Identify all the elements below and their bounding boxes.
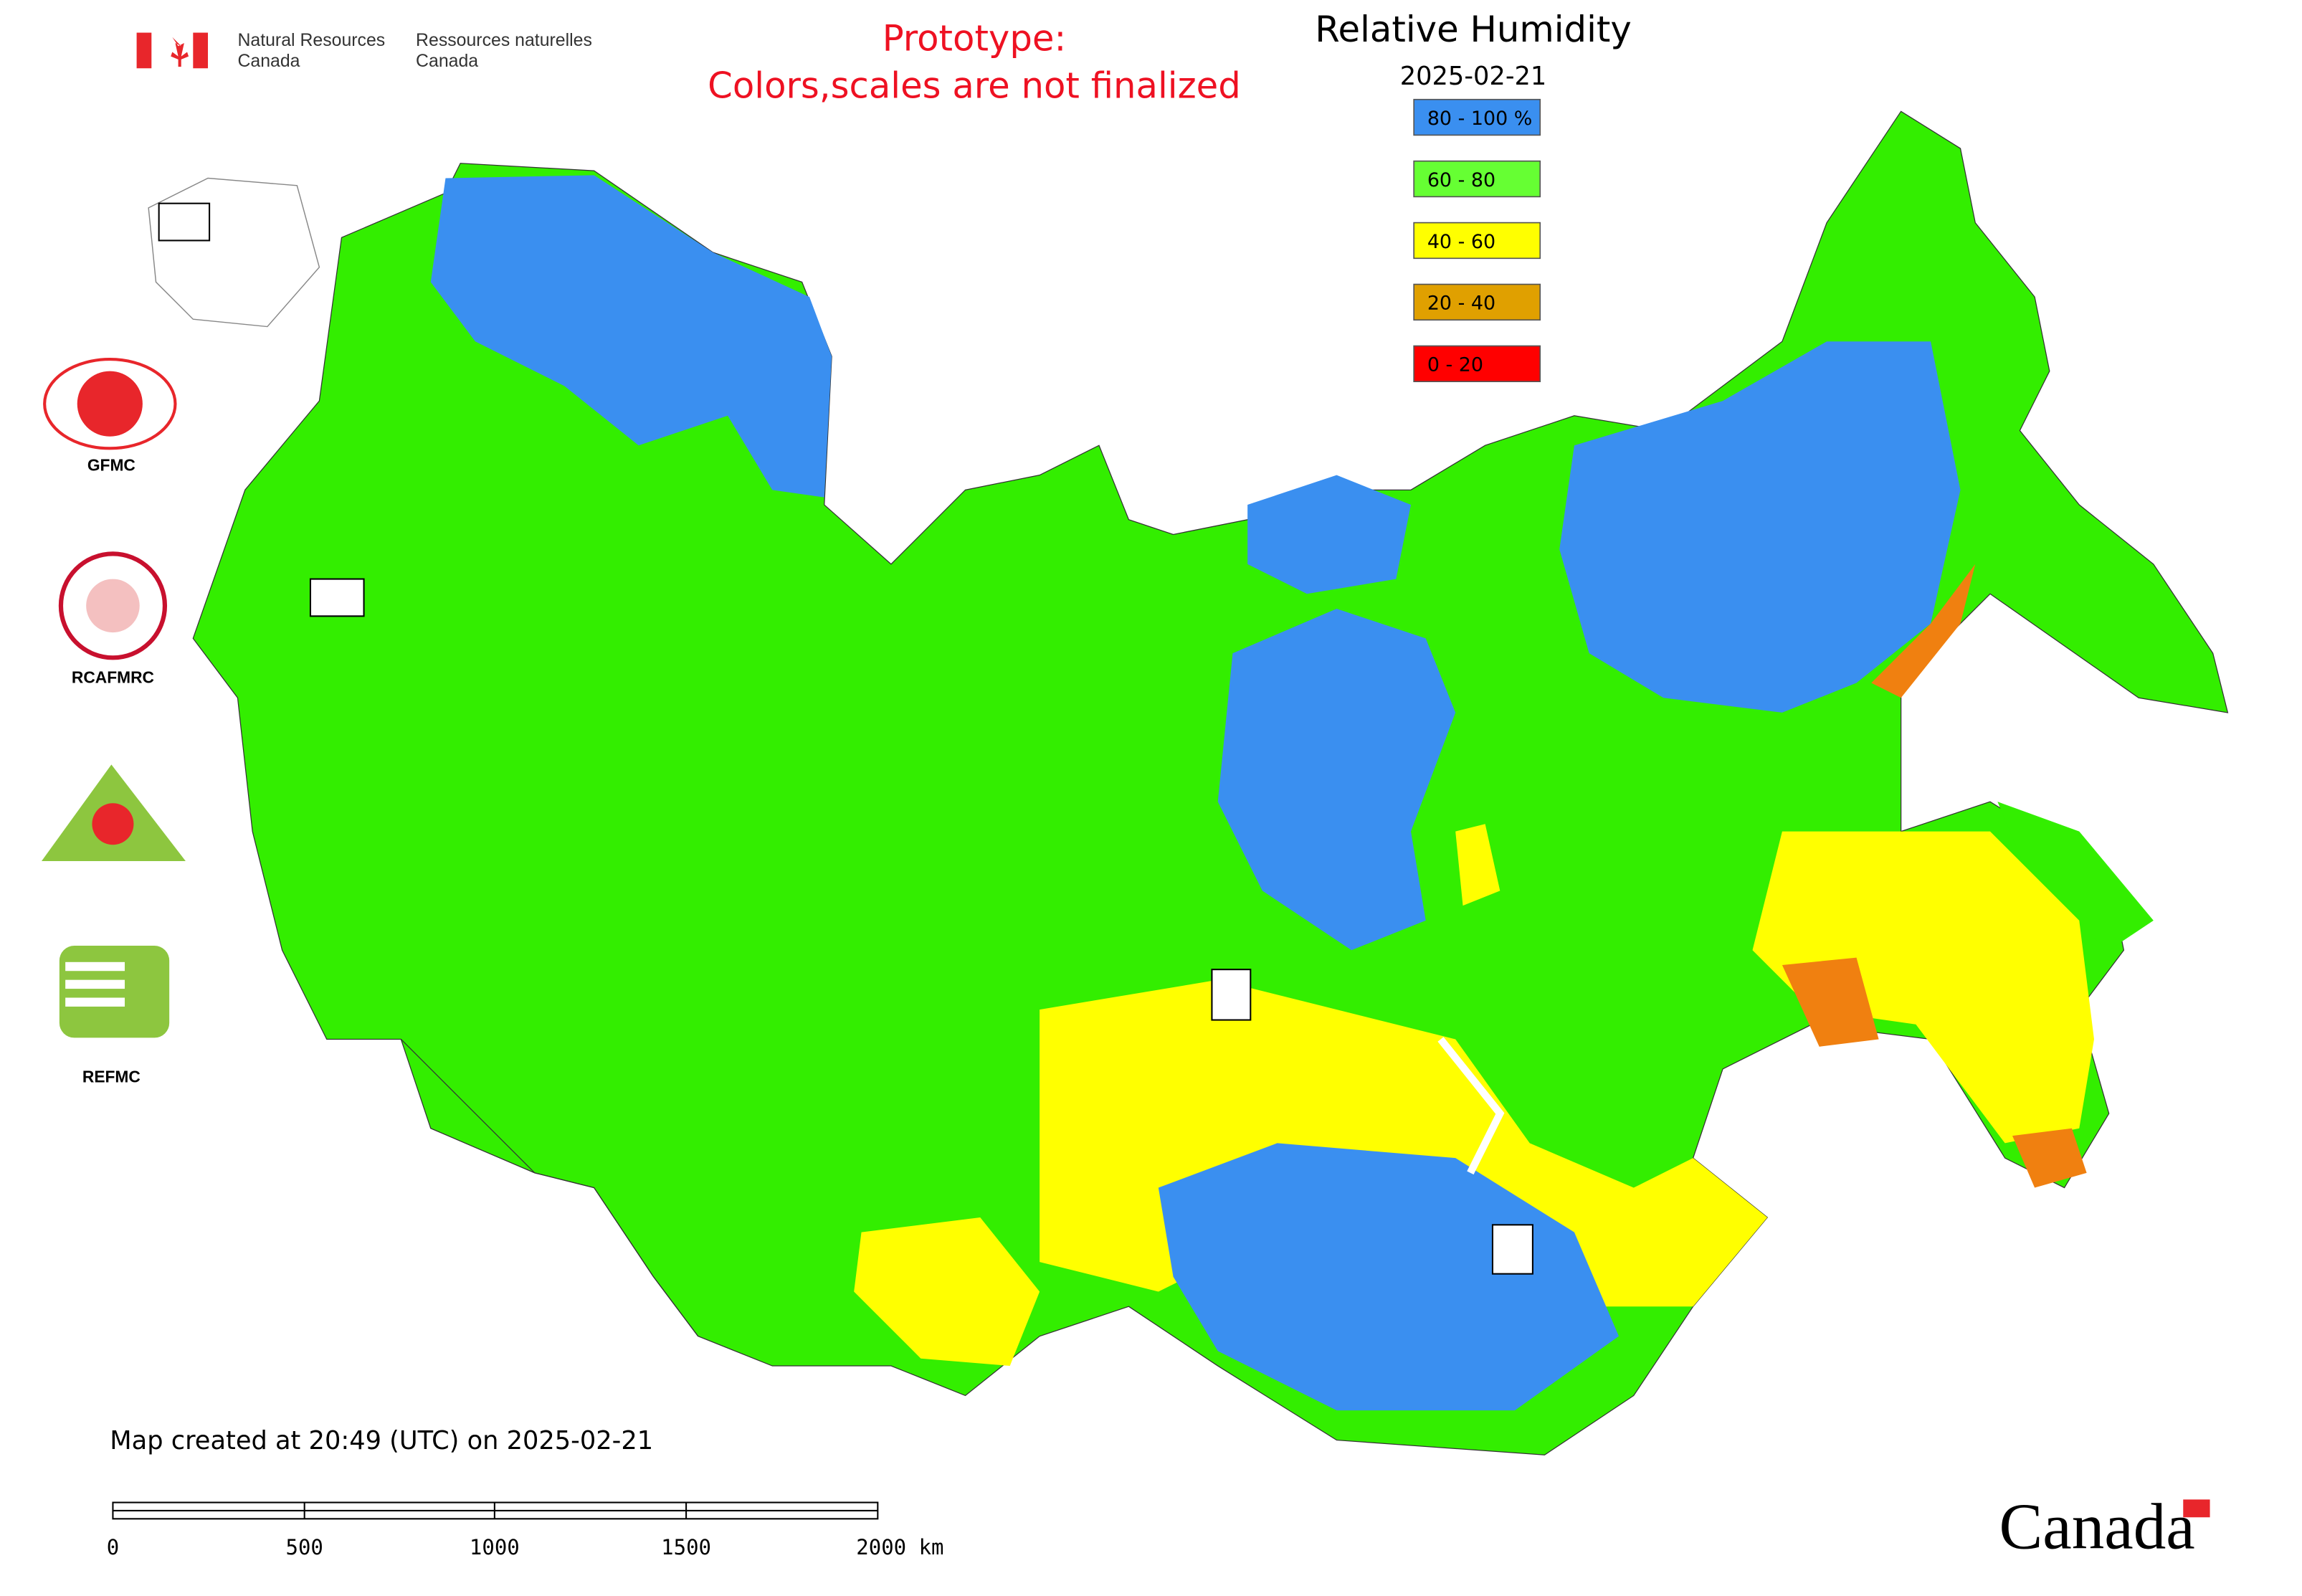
org-fr: Ressources naturelles: [416, 31, 592, 50]
logo-gfmc: [43, 358, 177, 450]
logo-label: REFMC: [82, 1068, 141, 1086]
canada-wordmark: Canada: [1999, 1491, 2194, 1563]
scale-label: 2000 km: [856, 1535, 943, 1559]
scale-label: 1500: [661, 1535, 711, 1559]
org-en: Canada: [237, 52, 300, 71]
scale-label: 1000: [470, 1535, 520, 1559]
legend: 80 - 100 % 60 - 80 40 - 60 20 - 40 0 - 20: [1413, 98, 1541, 382]
notice: Colors,scales are not finalized: [708, 65, 1241, 107]
logo-rcafmrc: [58, 551, 168, 660]
canada-flag: [136, 32, 209, 69]
org-en: Natural Resources: [237, 31, 385, 50]
legend-label: 0 - 20: [1427, 354, 1483, 376]
legend-swatch: [1413, 160, 1541, 198]
legend-swatch: [1413, 98, 1541, 136]
legend-swatch: [1413, 222, 1541, 260]
map: [148, 110, 2229, 1455]
legend-swatch: [1413, 283, 1541, 321]
scale-bar: [112, 1501, 879, 1520]
legend-label: 60 - 80: [1427, 169, 1495, 191]
scale-label: 500: [285, 1535, 323, 1559]
logo-reefmc: [42, 764, 186, 862]
wordmark-flag: [2183, 1499, 2210, 1518]
legend-label: 80 - 100 %: [1427, 108, 1533, 130]
legend-label: 40 - 60: [1427, 231, 1495, 253]
org-fr: Canada: [416, 52, 478, 71]
notice: Prototype:: [883, 17, 1067, 59]
map-title: Relative Humidity: [1315, 9, 1632, 50]
logo-refmc: [59, 946, 170, 1038]
logo-label: GFMC: [87, 455, 135, 474]
legend-label: 20 - 40: [1427, 293, 1495, 315]
logo-label: RCAFMRC: [72, 668, 154, 687]
created-note: Map created at 20:49 (UTC) on 2025-02-21: [110, 1426, 653, 1455]
scale-label: 0: [107, 1535, 119, 1559]
legend-swatch: [1413, 345, 1541, 382]
map-date: 2025-02-21: [1400, 62, 1547, 91]
